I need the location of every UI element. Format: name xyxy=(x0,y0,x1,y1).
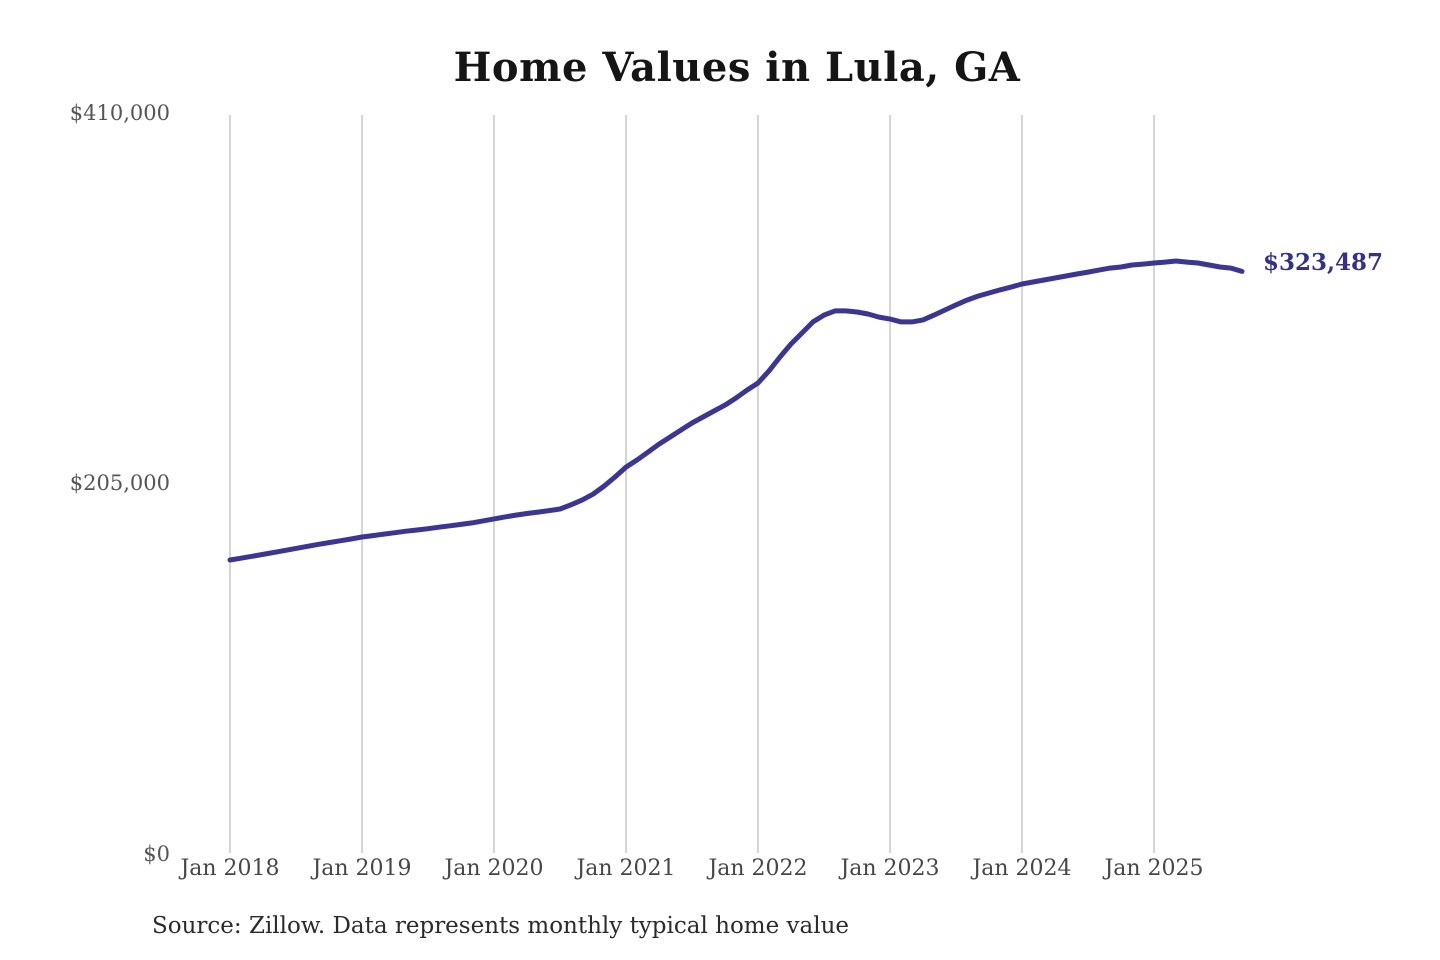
x-axis-label-jan-2025: Jan 2025 xyxy=(1104,856,1204,881)
y-axis-label-410000: $410,000 xyxy=(69,101,170,125)
chart-title: Home Values in Lula, GA xyxy=(453,44,1021,91)
x-axis-label-jan-2022: Jan 2022 xyxy=(708,856,808,881)
x-axis-label-jan-2023: Jan 2023 xyxy=(840,856,940,881)
x-axis-label-jan-2024: Jan 2024 xyxy=(972,856,1072,881)
latest-value-label: $323,487 xyxy=(1263,249,1384,276)
x-axis-label-jan-2020: Jan 2020 xyxy=(444,856,544,881)
x-axis-label-jan-2021: Jan 2021 xyxy=(576,856,676,881)
y-axis-label-0: $0 xyxy=(143,842,170,866)
y-axis-label-205000: $205,000 xyxy=(69,471,170,495)
source-note: Source: Zillow. Data represents monthly … xyxy=(152,913,850,939)
x-axis-label-jan-2018: Jan 2018 xyxy=(180,856,280,881)
x-axis-label-jan-2019: Jan 2019 xyxy=(312,856,412,881)
home-value-line xyxy=(227,258,1245,563)
